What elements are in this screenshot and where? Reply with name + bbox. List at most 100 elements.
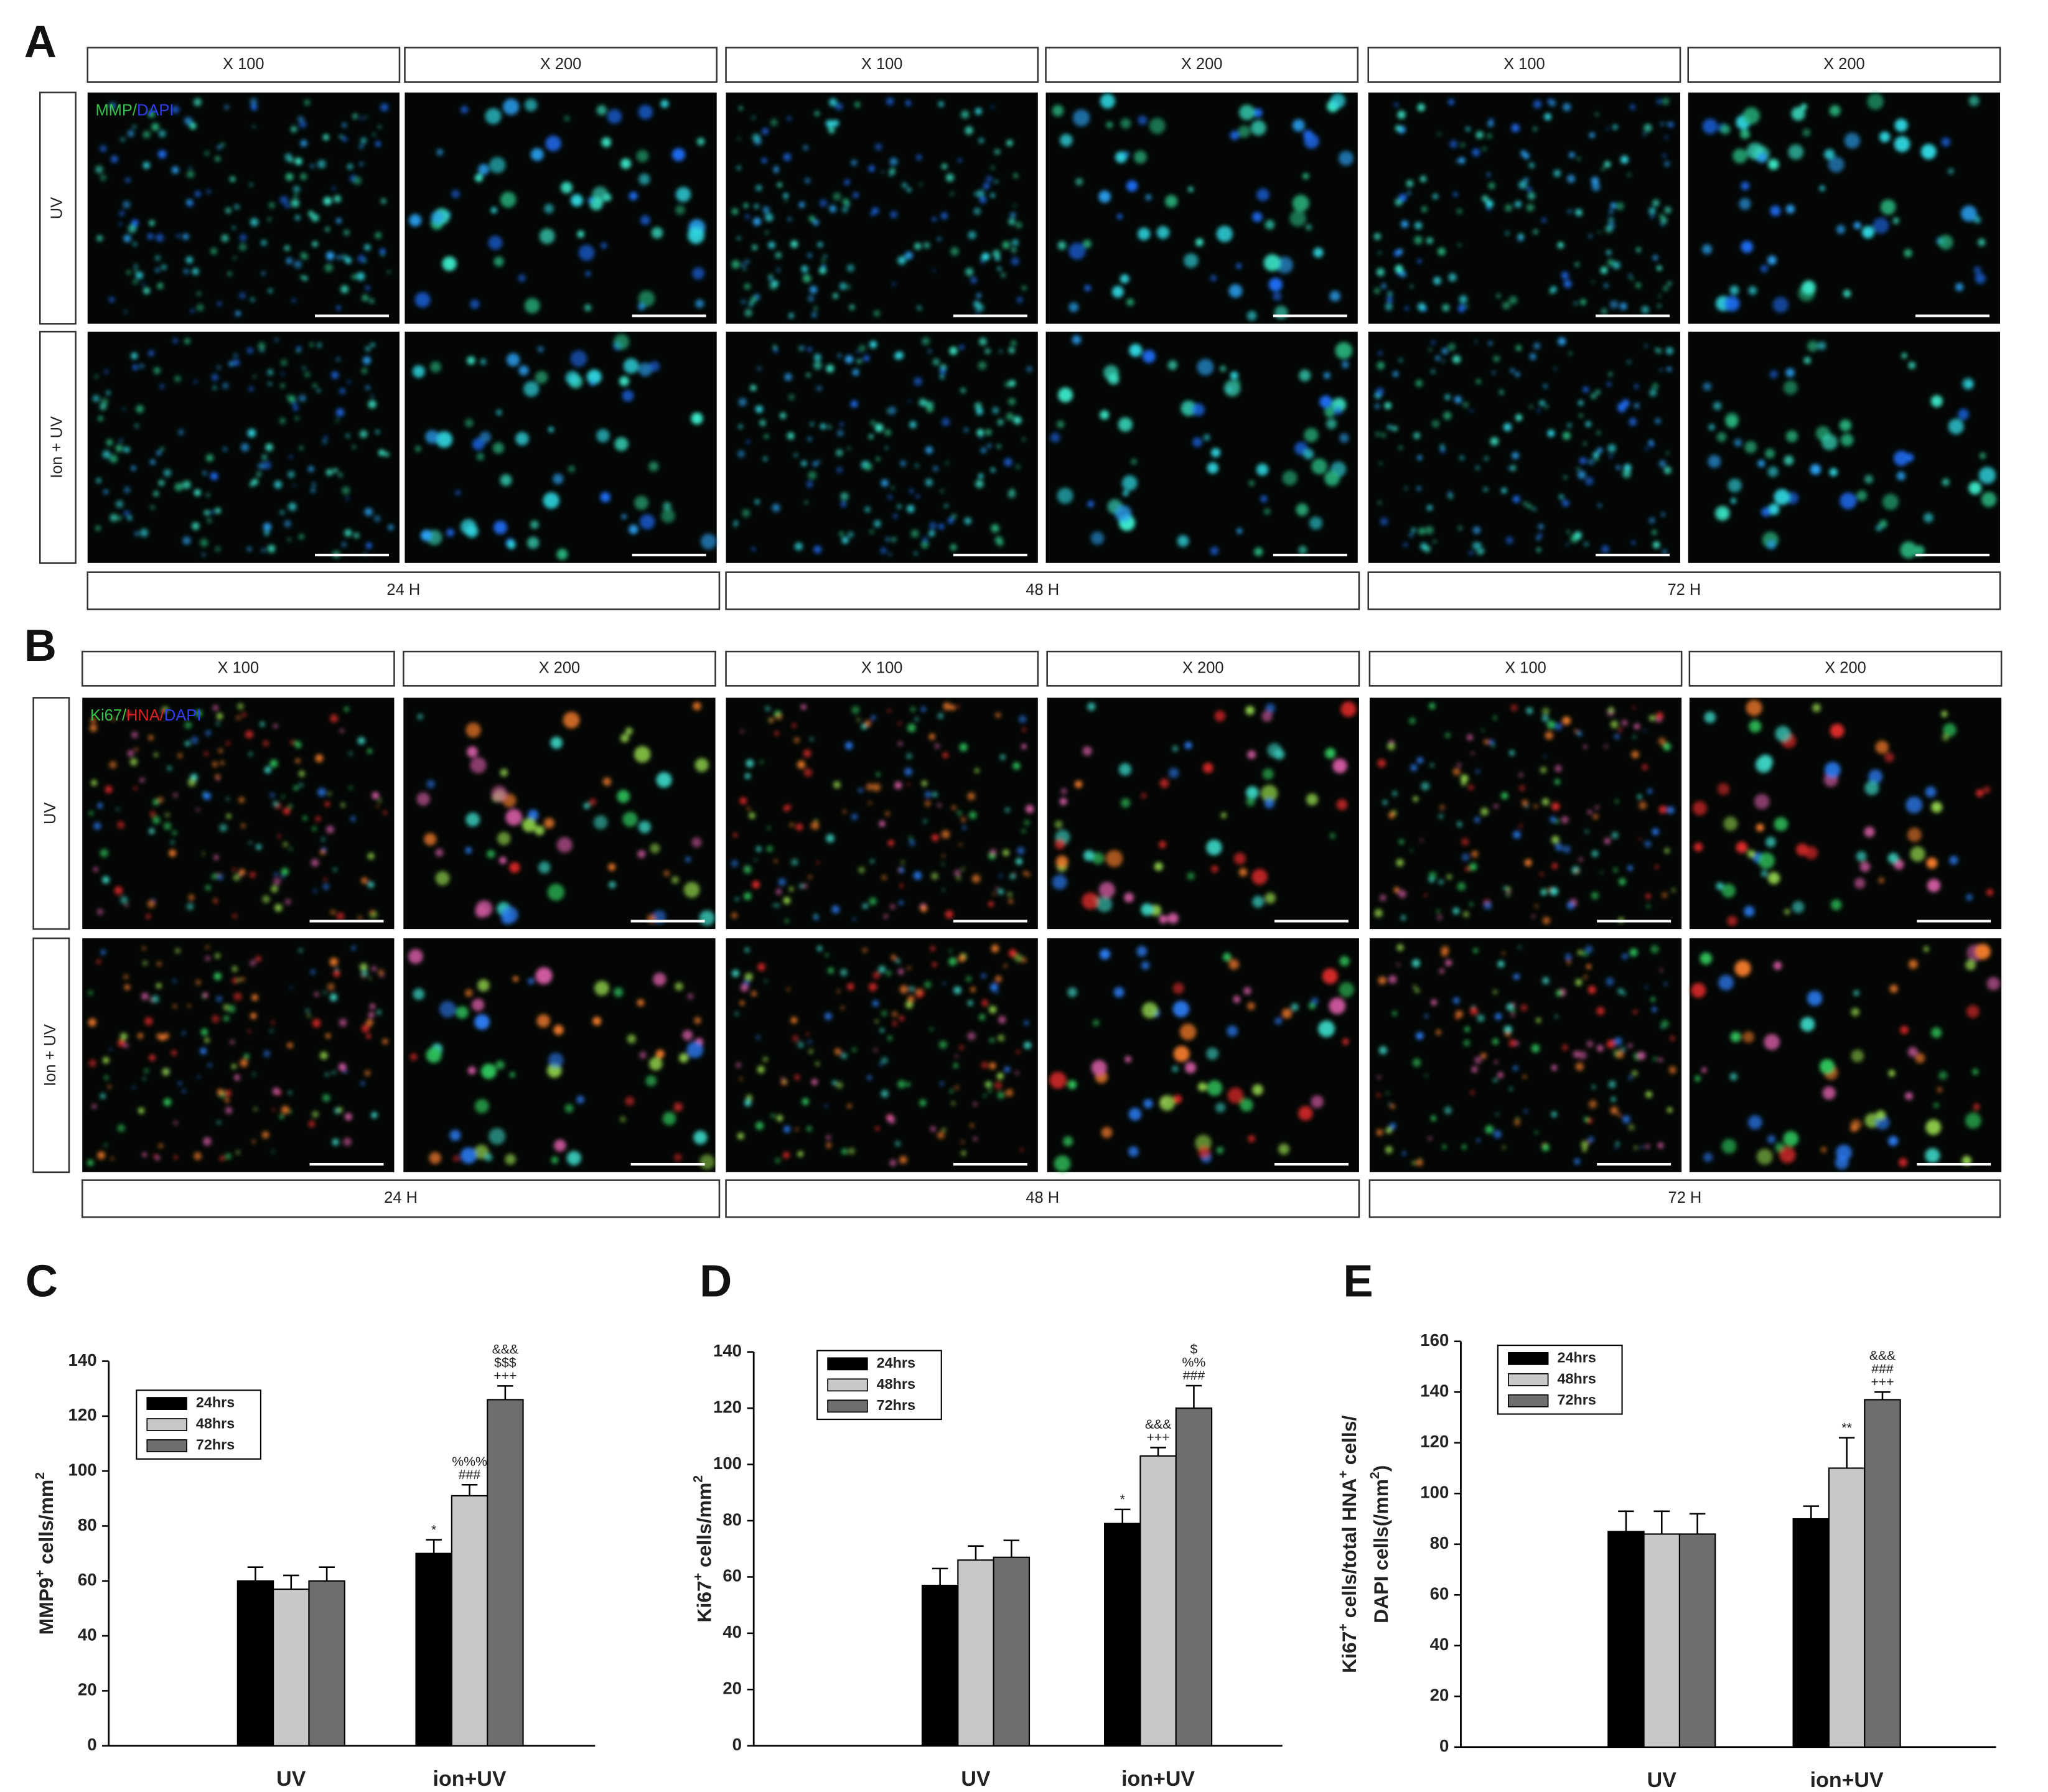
cell xyxy=(734,1012,739,1016)
cell xyxy=(1517,235,1524,242)
cells xyxy=(1049,946,1354,1172)
cell xyxy=(371,1111,378,1119)
cell xyxy=(148,735,154,740)
cell xyxy=(1887,852,1899,864)
cell xyxy=(900,460,906,467)
cell xyxy=(1141,961,1150,970)
cell xyxy=(225,1098,230,1103)
superscript: 2 xyxy=(33,1472,47,1480)
cell xyxy=(1627,360,1631,364)
cell xyxy=(493,520,507,534)
cell xyxy=(1555,1015,1558,1019)
cell xyxy=(1587,1118,1593,1124)
cell xyxy=(1438,132,1441,136)
cell xyxy=(312,383,317,388)
cell xyxy=(1513,831,1521,839)
cell xyxy=(1986,889,1994,896)
cell xyxy=(853,917,856,921)
cell xyxy=(270,1029,273,1033)
cell xyxy=(940,375,945,380)
cell xyxy=(1732,148,1747,164)
cell xyxy=(1767,503,1780,515)
cell xyxy=(1533,229,1538,235)
cell xyxy=(1439,444,1445,450)
cell xyxy=(1591,1085,1596,1090)
cell xyxy=(449,1129,461,1141)
cell xyxy=(233,353,238,358)
cell xyxy=(1937,1087,1943,1093)
cell xyxy=(622,390,634,402)
cell xyxy=(765,706,770,711)
cell xyxy=(1054,1155,1071,1172)
cell xyxy=(891,954,897,960)
cells xyxy=(732,945,1032,1167)
cell xyxy=(693,702,701,711)
cell xyxy=(1948,418,1964,434)
cell xyxy=(1481,729,1485,732)
cell xyxy=(100,174,106,181)
magnification-box xyxy=(1687,47,2001,83)
cell xyxy=(732,833,737,838)
cell xyxy=(978,361,987,370)
error-bar xyxy=(1185,1384,1202,1409)
cell xyxy=(976,293,981,298)
cell xyxy=(150,505,155,510)
cell xyxy=(621,513,627,520)
cell xyxy=(342,136,347,142)
legend-label: 24hrs xyxy=(877,1355,915,1371)
significance: &&& xyxy=(1145,1417,1171,1432)
cell xyxy=(620,158,632,169)
cell xyxy=(217,145,222,150)
cell xyxy=(133,241,137,246)
cell xyxy=(1718,974,1734,991)
cell xyxy=(922,537,928,543)
cell xyxy=(134,531,139,536)
cell xyxy=(159,130,166,138)
cell xyxy=(1464,1027,1470,1032)
cell xyxy=(1299,370,1311,381)
bar xyxy=(1175,1407,1213,1747)
cell xyxy=(215,156,220,162)
cell xyxy=(772,503,780,512)
cell xyxy=(1746,699,1762,716)
cell xyxy=(263,461,271,470)
cell xyxy=(182,1089,186,1093)
cell xyxy=(1100,949,1111,960)
cell xyxy=(932,962,937,967)
cell xyxy=(1292,119,1305,132)
cell xyxy=(1574,262,1579,267)
cell xyxy=(751,991,757,997)
cell xyxy=(832,119,839,127)
cell xyxy=(524,297,540,314)
cell xyxy=(1526,707,1533,714)
cell xyxy=(1901,353,1907,359)
cell xyxy=(1619,302,1627,310)
cell xyxy=(1553,169,1561,177)
cell xyxy=(1410,285,1413,288)
cell xyxy=(906,753,912,759)
cell xyxy=(1475,131,1484,139)
cell xyxy=(1118,763,1132,776)
cell xyxy=(1774,817,1788,831)
cell xyxy=(1591,892,1599,900)
cell xyxy=(1374,403,1380,409)
cell xyxy=(1631,750,1639,758)
cell xyxy=(217,1089,223,1096)
cell xyxy=(992,407,999,414)
cell xyxy=(248,1030,251,1033)
time-box xyxy=(1368,1179,2001,1218)
cell xyxy=(840,501,847,507)
cell xyxy=(901,861,905,864)
cell xyxy=(507,540,516,549)
cell xyxy=(942,418,950,426)
cell xyxy=(872,783,881,791)
cell xyxy=(836,449,843,457)
cell xyxy=(854,101,861,108)
cell xyxy=(945,910,953,919)
cell xyxy=(325,1073,329,1076)
cell xyxy=(335,408,345,417)
cell xyxy=(743,267,746,271)
cell xyxy=(967,1000,973,1006)
cell xyxy=(768,241,775,249)
micrograph-background xyxy=(82,698,395,930)
